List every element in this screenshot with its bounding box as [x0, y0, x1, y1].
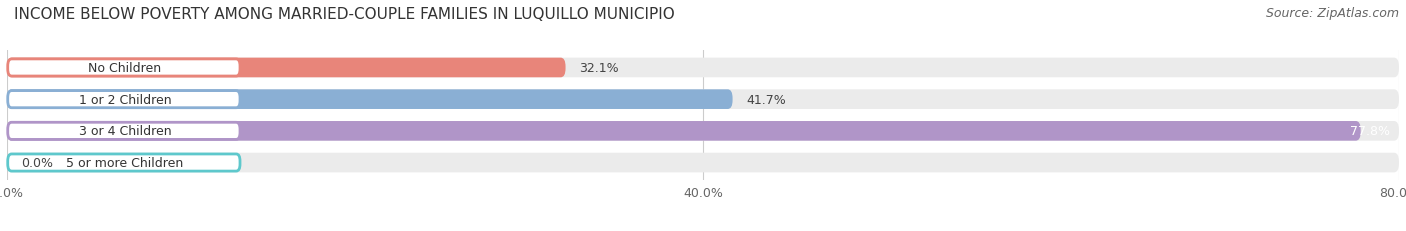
- Text: 3 or 4 Children: 3 or 4 Children: [79, 125, 172, 138]
- FancyBboxPatch shape: [7, 122, 1361, 141]
- Text: INCOME BELOW POVERTY AMONG MARRIED-COUPLE FAMILIES IN LUQUILLO MUNICIPIO: INCOME BELOW POVERTY AMONG MARRIED-COUPL…: [14, 7, 675, 22]
- Text: Source: ZipAtlas.com: Source: ZipAtlas.com: [1265, 7, 1399, 20]
- FancyBboxPatch shape: [7, 58, 1399, 78]
- Text: No Children: No Children: [89, 62, 162, 75]
- Text: 77.8%: 77.8%: [1350, 125, 1391, 138]
- FancyBboxPatch shape: [7, 122, 1399, 141]
- Text: 1 or 2 Children: 1 or 2 Children: [79, 93, 172, 106]
- Text: 0.0%: 0.0%: [21, 156, 53, 169]
- Text: 5 or more Children: 5 or more Children: [66, 156, 183, 169]
- FancyBboxPatch shape: [7, 60, 240, 77]
- FancyBboxPatch shape: [7, 154, 240, 171]
- FancyBboxPatch shape: [7, 90, 1399, 109]
- FancyBboxPatch shape: [7, 153, 1399, 173]
- Text: 32.1%: 32.1%: [579, 62, 619, 75]
- FancyBboxPatch shape: [7, 123, 240, 140]
- FancyBboxPatch shape: [7, 90, 733, 109]
- FancyBboxPatch shape: [7, 58, 565, 78]
- Text: 41.7%: 41.7%: [747, 93, 786, 106]
- FancyBboxPatch shape: [7, 91, 240, 108]
